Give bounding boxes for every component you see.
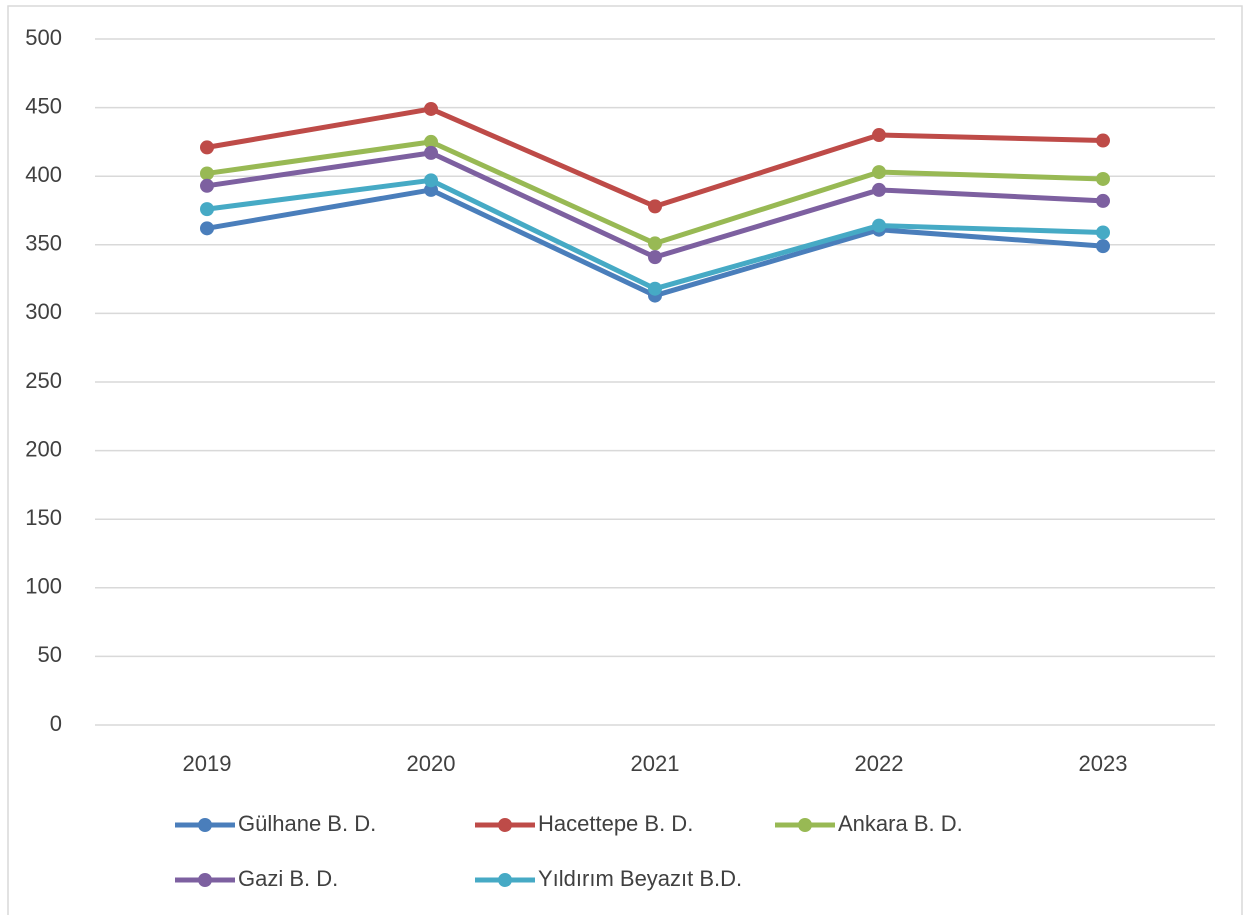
y-tick-label: 350	[25, 231, 62, 256]
y-tick-label: 450	[25, 93, 62, 118]
legend-label: Gazi B. D.	[238, 866, 338, 891]
data-point	[200, 221, 214, 236]
data-point	[648, 250, 662, 265]
legend-label: Ankara B. D.	[838, 811, 963, 836]
x-tick-label: 2020	[407, 751, 456, 776]
data-point	[872, 165, 886, 180]
legend-label: Hacettepe B. D.	[538, 811, 693, 836]
x-tick-label: 2023	[1079, 751, 1128, 776]
data-point	[872, 128, 886, 143]
data-point	[200, 202, 214, 217]
data-point	[200, 166, 214, 181]
data-point	[424, 101, 438, 116]
legend-marker	[198, 873, 212, 887]
data-point	[872, 182, 886, 197]
legend-label: Gülhane B. D.	[238, 811, 376, 836]
chart-border	[7, 5, 1243, 915]
y-tick-label: 150	[25, 505, 62, 530]
data-point	[648, 281, 662, 296]
data-point	[424, 134, 438, 149]
y-tick-label: 100	[25, 574, 62, 599]
y-tick-label: 200	[25, 436, 62, 461]
x-tick-label: 2019	[183, 751, 232, 776]
data-point	[200, 140, 214, 155]
legend-marker	[498, 818, 512, 832]
legend-label: Yıldırım Beyazıt B.D.	[538, 866, 742, 891]
data-point	[1096, 193, 1110, 208]
x-tick-label: 2021	[631, 751, 680, 776]
data-point	[424, 145, 438, 160]
data-point	[1096, 133, 1110, 148]
data-point	[1096, 225, 1110, 240]
data-point	[1096, 239, 1110, 254]
y-tick-label: 50	[38, 642, 62, 667]
legend-marker	[198, 818, 212, 832]
y-tick-label: 300	[25, 299, 62, 324]
y-tick-label: 250	[25, 368, 62, 393]
data-point	[200, 178, 214, 193]
data-point	[424, 182, 438, 197]
data-point	[872, 218, 886, 233]
y-tick-label: 500	[25, 25, 62, 50]
data-point	[648, 236, 662, 251]
legend-marker	[798, 818, 812, 832]
y-tick-label: 400	[25, 162, 62, 187]
data-point	[648, 199, 662, 214]
data-point	[1096, 171, 1110, 186]
legend-marker	[498, 873, 512, 887]
data-point	[424, 173, 438, 188]
y-tick-label: 0	[50, 711, 62, 736]
x-tick-label: 2022	[855, 751, 904, 776]
